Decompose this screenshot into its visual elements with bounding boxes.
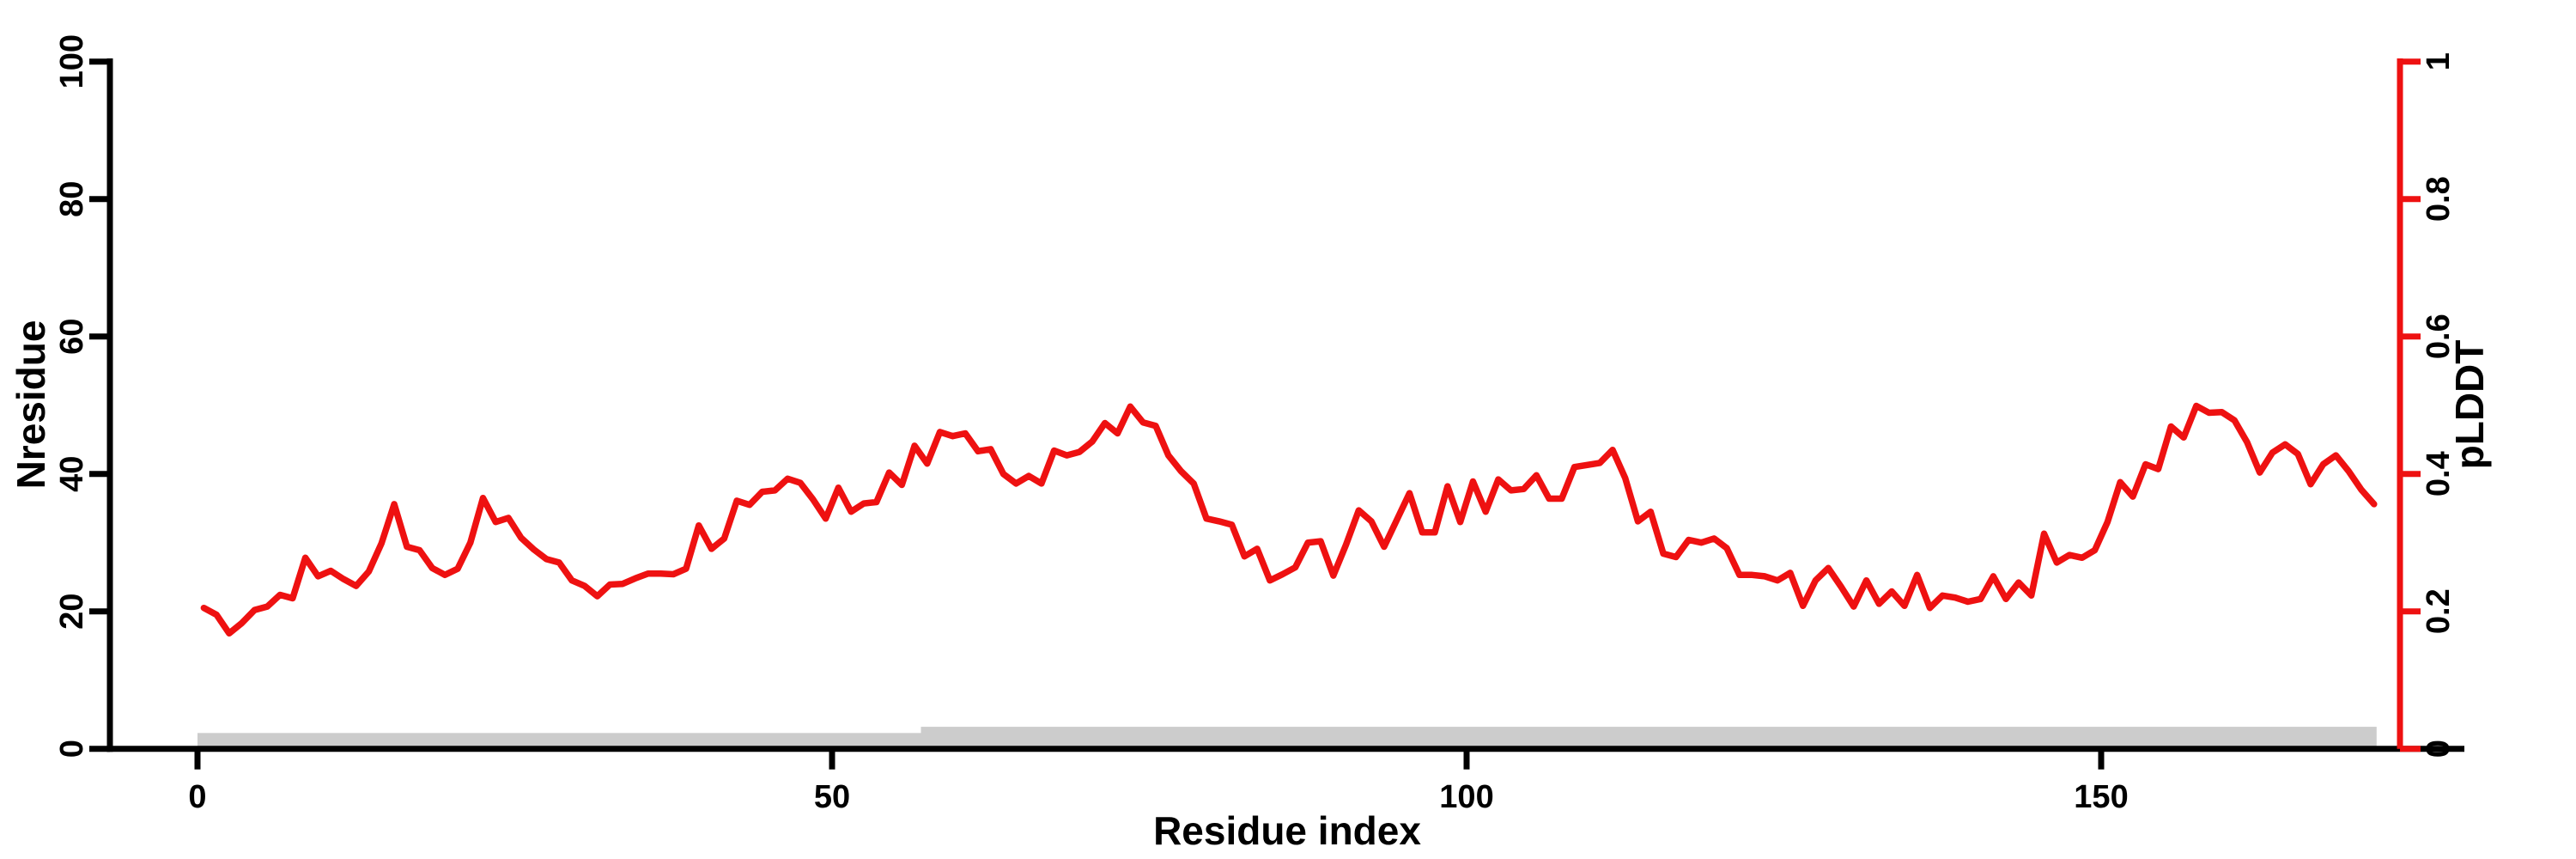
axis-tick-labels: 0 50 100 150 0 20 40 60 80 100 0 0.2 0.4 0.6 0.8 1 [54, 34, 2457, 815]
nresidue-bar-segment [197, 733, 921, 749]
x-axis-tick-label: 100 [1439, 779, 1493, 815]
left-y-axis-tick-label: 40 [54, 456, 90, 492]
axis-ticks [89, 58, 2421, 770]
plddt-line [200, 402, 2378, 637]
right-y-axis-tick-label: 0.6 [2421, 314, 2457, 359]
right-y-axis-tick-label: 0.8 [2421, 176, 2457, 222]
right-y-axis-tick-label: 1 [2421, 52, 2457, 70]
left-y-axis-tick-label: 60 [54, 319, 90, 355]
left-y-axis-tick-label: 80 [54, 181, 90, 217]
nresidue-bars [197, 727, 2377, 749]
left-y-axis-tick-label: 0 [54, 740, 90, 758]
x-axis-title: Residue index [1153, 808, 1421, 853]
plddt-line-group [200, 402, 2378, 637]
right-y-axis-tick-label: 0.4 [2421, 451, 2457, 497]
x-axis-tick-label: 0 [188, 779, 206, 815]
right-y-axis-tick-label: 0 [2421, 740, 2457, 758]
axes [106, 58, 2464, 752]
right-y-axis-tick-label: 0.2 [2421, 588, 2457, 634]
nresidue-bar-segment [920, 727, 2377, 749]
left-y-axis-tick-label: 20 [54, 594, 90, 630]
right-y-axis-title: pLDDT [2447, 340, 2492, 470]
left-y-axis-title: Nresidue [9, 320, 53, 490]
x-axis-tick-label: 50 [814, 779, 850, 815]
x-axis-tick-label: 150 [2074, 779, 2128, 815]
left-y-axis-tick-label: 100 [54, 34, 90, 88]
